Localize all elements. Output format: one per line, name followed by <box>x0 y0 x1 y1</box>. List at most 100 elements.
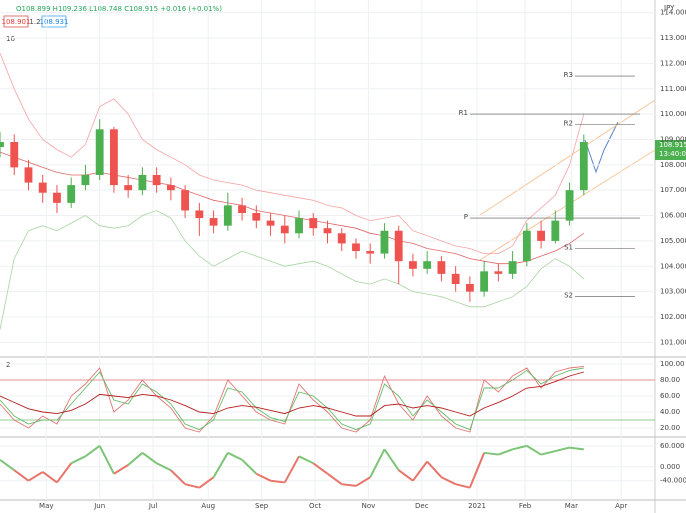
candle-body <box>223 205 232 226</box>
candle-body <box>95 129 104 175</box>
candle-body <box>579 142 588 191</box>
candle-body <box>352 243 360 252</box>
candle-body <box>67 185 76 203</box>
candle-body <box>409 261 417 269</box>
y-tick-label: 104.000 <box>660 262 686 270</box>
candle-body <box>53 192 61 203</box>
pivot-label: S1 <box>564 244 573 252</box>
ask-box[interactable] <box>41 15 67 28</box>
y-tick-label: 103.000 <box>660 288 686 296</box>
signal-segment <box>426 460 443 478</box>
signal-segment <box>98 445 115 475</box>
candle-body <box>366 251 375 254</box>
candle-body <box>24 167 33 183</box>
signal-segment <box>369 448 386 478</box>
x-tick-label: May <box>39 502 53 510</box>
price-tag <box>655 140 686 160</box>
signal-segment <box>455 483 471 489</box>
candle-body <box>380 230 389 254</box>
candle-body <box>494 271 503 274</box>
signal-segment <box>540 450 556 456</box>
signal-segment <box>270 479 285 484</box>
signal-segment <box>512 444 528 451</box>
x-tick-label: Apr <box>615 502 627 510</box>
y-tick-label: 20.00 <box>660 424 680 432</box>
y-tick-label: 102.000 <box>660 313 686 321</box>
indicator-label[interactable]: 16 <box>6 35 15 43</box>
signal-segment <box>0 458 15 472</box>
signal-segment <box>156 462 172 472</box>
candle-body <box>451 273 460 284</box>
signal-segment <box>526 444 542 456</box>
candle-body <box>537 230 546 241</box>
candle-body <box>166 185 175 191</box>
projection-path <box>584 121 619 174</box>
candle-body <box>152 174 161 186</box>
signal-segment <box>283 455 300 483</box>
signal-segment <box>383 448 400 471</box>
y-tick-label: 101.000 <box>660 338 686 346</box>
signal-segment <box>113 464 129 475</box>
bid-box[interactable] <box>3 15 29 28</box>
signal-segment <box>555 446 570 453</box>
x-tick-label: 2021 <box>468 502 486 510</box>
signal-segment <box>227 451 243 461</box>
candle-body <box>323 228 332 234</box>
pivot-label: R2 <box>564 119 573 127</box>
signal-segment <box>468 452 486 489</box>
x-tick-label: Nov <box>362 502 376 510</box>
currency: JPY <box>663 4 675 12</box>
y-tick-label: 80.00 <box>660 376 680 384</box>
signal-segment <box>70 455 86 465</box>
candle-body <box>252 213 261 221</box>
y-tick-label: 100.00 <box>660 360 685 368</box>
y-tick-label: 60.000 <box>660 442 685 450</box>
signal-segment <box>241 459 258 475</box>
signal-segment <box>198 476 215 489</box>
candle-body <box>423 261 432 269</box>
x-tick-label: Jun <box>93 502 105 510</box>
signal-segment <box>326 472 343 485</box>
candle-body <box>465 284 474 292</box>
candle-body <box>138 174 147 191</box>
signal-segment <box>355 476 371 487</box>
candle-body <box>124 185 133 191</box>
y-tick-label: -40.000 <box>660 477 686 485</box>
series-line <box>0 210 585 330</box>
series-line <box>0 371 584 417</box>
signal-segment <box>312 462 329 475</box>
indicator-label[interactable]: 2 <box>6 361 10 369</box>
signal-segment <box>184 483 200 489</box>
candle-body <box>195 210 204 219</box>
signal-segment <box>412 460 428 482</box>
candle-body <box>181 190 190 211</box>
candle-body <box>394 230 403 262</box>
y-tick-label: 0.000 <box>660 463 680 471</box>
signal-segment <box>255 472 271 482</box>
candle-body <box>480 271 489 292</box>
y-tick-label: 110.000 <box>660 110 686 118</box>
candle-body <box>109 129 118 186</box>
x-tick-label: Jul <box>148 502 158 510</box>
signal-segment <box>13 469 30 482</box>
candle-body <box>10 142 19 168</box>
signal-segment <box>298 455 314 465</box>
candle-body <box>0 142 4 148</box>
signal-segment <box>398 469 414 482</box>
signal-segment <box>170 469 186 485</box>
candle-body <box>295 218 303 234</box>
candle-body <box>551 220 560 241</box>
y-tick-label: 111.000 <box>660 85 686 93</box>
y-tick-label: 108.000 <box>660 161 686 169</box>
candle-body <box>437 261 446 274</box>
y-tick-label: 112.000 <box>660 59 686 67</box>
x-tick-label: Dec <box>415 502 429 510</box>
price-tag-value: 108.915 <box>659 141 686 149</box>
signal-segment <box>341 483 357 487</box>
pivot-label: R1 <box>459 109 468 117</box>
signal-segment <box>84 445 101 458</box>
bid: 108.901 <box>2 18 31 26</box>
candle-body <box>81 174 90 186</box>
